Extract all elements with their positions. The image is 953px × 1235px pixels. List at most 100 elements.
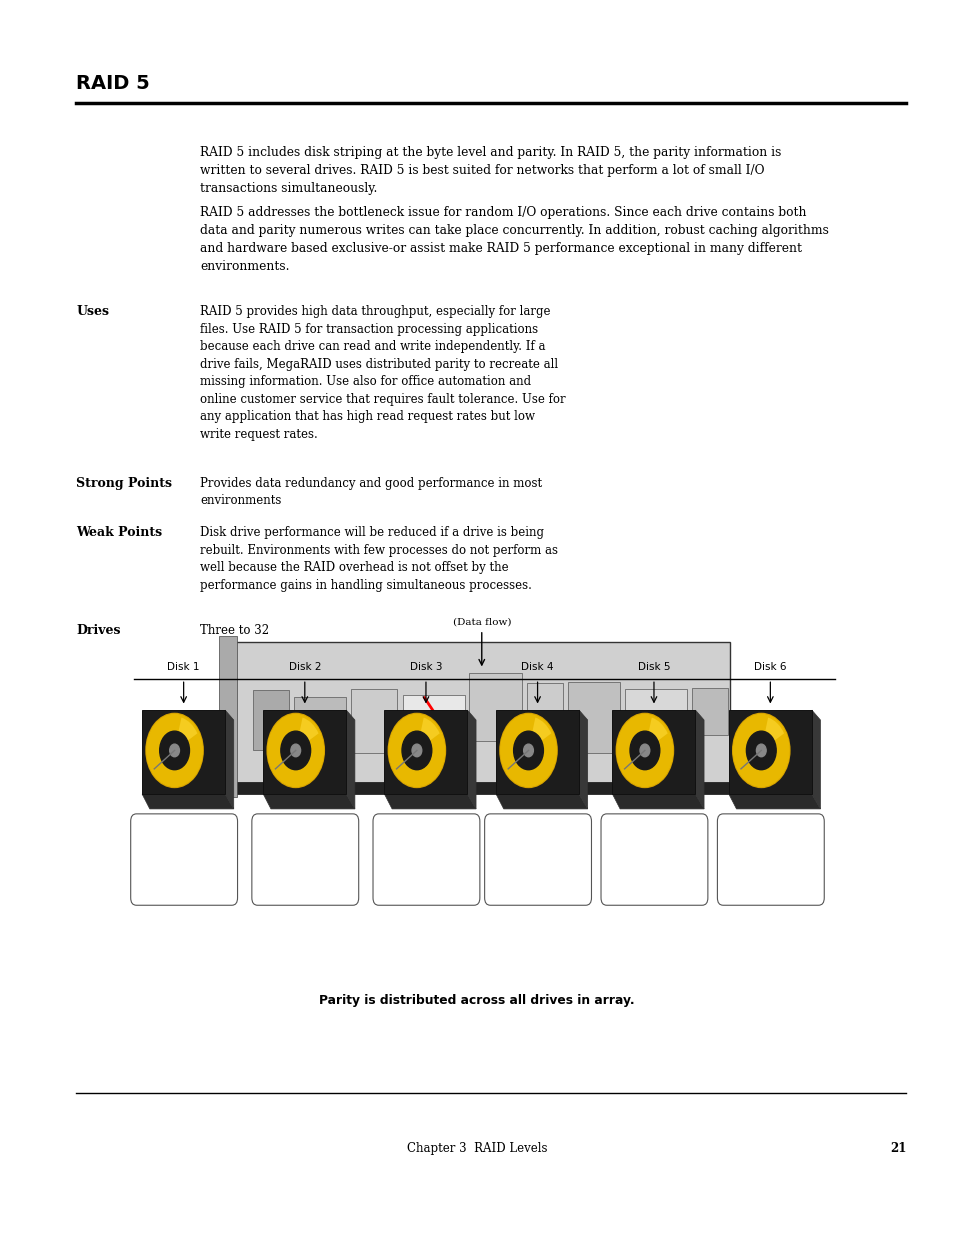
Wedge shape [295,718,318,751]
Polygon shape [496,794,587,809]
Text: Disk 1: Disk 1 [167,662,200,672]
Text: Parity (5-8): Parity (5-8) [398,878,454,888]
Circle shape [267,714,324,788]
Polygon shape [612,794,703,809]
Bar [691,688,727,735]
Text: Strong Points: Strong Points [76,477,172,490]
Text: Uses: Uses [76,305,110,319]
Bar [219,636,236,797]
FancyBboxPatch shape [600,814,707,905]
Polygon shape [225,710,233,809]
Circle shape [629,731,659,769]
Text: Disk 6: Disk 6 [753,662,786,672]
Polygon shape [384,794,476,809]
Bar [351,689,396,753]
Circle shape [170,745,179,757]
Text: Seg. 6: Seg. 6 [755,834,785,844]
Circle shape [291,745,300,757]
Polygon shape [695,710,703,809]
Wedge shape [416,718,439,751]
Text: Weak Points: Weak Points [76,526,162,540]
Circle shape [401,731,432,769]
Text: Seg. 1: Seg. 1 [169,834,199,844]
FancyBboxPatch shape [233,642,729,784]
Bar [263,710,346,794]
Text: Provides data redundancy and good performance in most
environments: Provides data redundancy and good perfor… [200,477,542,508]
Circle shape [412,745,421,757]
Circle shape [617,715,672,787]
Bar [496,710,578,794]
Circle shape [268,715,323,787]
Bar [567,682,619,753]
Wedge shape [174,718,197,751]
Bar [469,673,521,741]
Wedge shape [760,718,783,751]
Circle shape [159,731,190,769]
Bar [384,710,467,794]
Text: Disk drive performance will be reduced if a drive is being
rebuilt. Environments: Disk drive performance will be reduced i… [200,526,558,592]
Polygon shape [263,794,355,809]
Text: Seg. 8: Seg. 8 [290,856,320,866]
Text: Parity is distributed across all drives in array.: Parity is distributed across all drives … [319,994,634,1008]
Text: Parity (1-4): Parity (1-4) [626,878,681,888]
Bar [612,710,695,794]
Text: Seg. 4: Seg. 4 [522,834,553,844]
Circle shape [388,714,445,788]
FancyBboxPatch shape [131,814,237,905]
Polygon shape [346,710,355,809]
Text: Disk 3: Disk 3 [409,662,442,672]
Text: RAID 5 provides high data throughput, especially for large
files. Use RAID 5 for: RAID 5 provides high data throughput, es… [200,305,565,441]
Circle shape [389,715,444,787]
FancyBboxPatch shape [717,814,823,905]
Text: RAID 5 includes disk striping at the byte level and parity. In RAID 5, the parit: RAID 5 includes disk striping at the byt… [200,146,781,195]
Circle shape [499,714,557,788]
Wedge shape [644,718,667,751]
Text: Disk 4: Disk 4 [520,662,554,672]
Text: Disk 2: Disk 2 [288,662,321,672]
Text: Disk 5: Disk 5 [637,662,670,672]
Text: 21: 21 [889,1142,905,1156]
Circle shape [147,715,202,787]
Text: Seg. 5: Seg. 5 [639,834,669,844]
Text: Seg. 9: Seg. 9 [411,856,441,866]
Circle shape [639,745,649,757]
Bar [142,710,225,794]
Text: Seg. 2: Seg. 2 [290,834,320,844]
Circle shape [280,731,311,769]
Polygon shape [578,710,587,809]
Bar [233,782,729,794]
Polygon shape [142,794,233,809]
Polygon shape [811,710,820,809]
Polygon shape [467,710,476,809]
Circle shape [523,745,533,757]
Circle shape [732,714,789,788]
Text: Chapter 3  RAID Levels: Chapter 3 RAID Levels [406,1142,547,1156]
Circle shape [146,714,203,788]
Circle shape [756,745,765,757]
Text: Drives: Drives [76,624,121,637]
Circle shape [616,714,673,788]
Polygon shape [728,794,820,809]
Bar [253,690,289,750]
Text: RAID 5 addresses the bottleneck issue for random I/O operations. Since each driv: RAID 5 addresses the bottleneck issue fo… [200,206,828,273]
Bar [728,710,811,794]
Text: Seg. 11: Seg. 11 [636,856,672,866]
FancyBboxPatch shape [373,814,479,905]
Bar [624,689,686,741]
Circle shape [733,715,788,787]
Circle shape [513,731,543,769]
Circle shape [745,731,776,769]
Bar [294,697,346,743]
Text: Seg. 10: Seg. 10 [519,856,556,866]
Wedge shape [528,718,551,751]
Text: Seg. 7: Seg. 7 [169,856,199,866]
Text: Three to 32: Three to 32 [200,624,269,637]
FancyBboxPatch shape [252,814,358,905]
Circle shape [500,715,556,787]
Text: (Data flow): (Data flow) [452,618,511,626]
Text: RAID 5: RAID 5 [76,74,150,93]
Bar [526,683,562,747]
Text: Parity (9-12): Parity (9-12) [153,878,214,888]
Text: Seg. 3: Seg. 3 [411,834,441,844]
FancyBboxPatch shape [484,814,591,905]
